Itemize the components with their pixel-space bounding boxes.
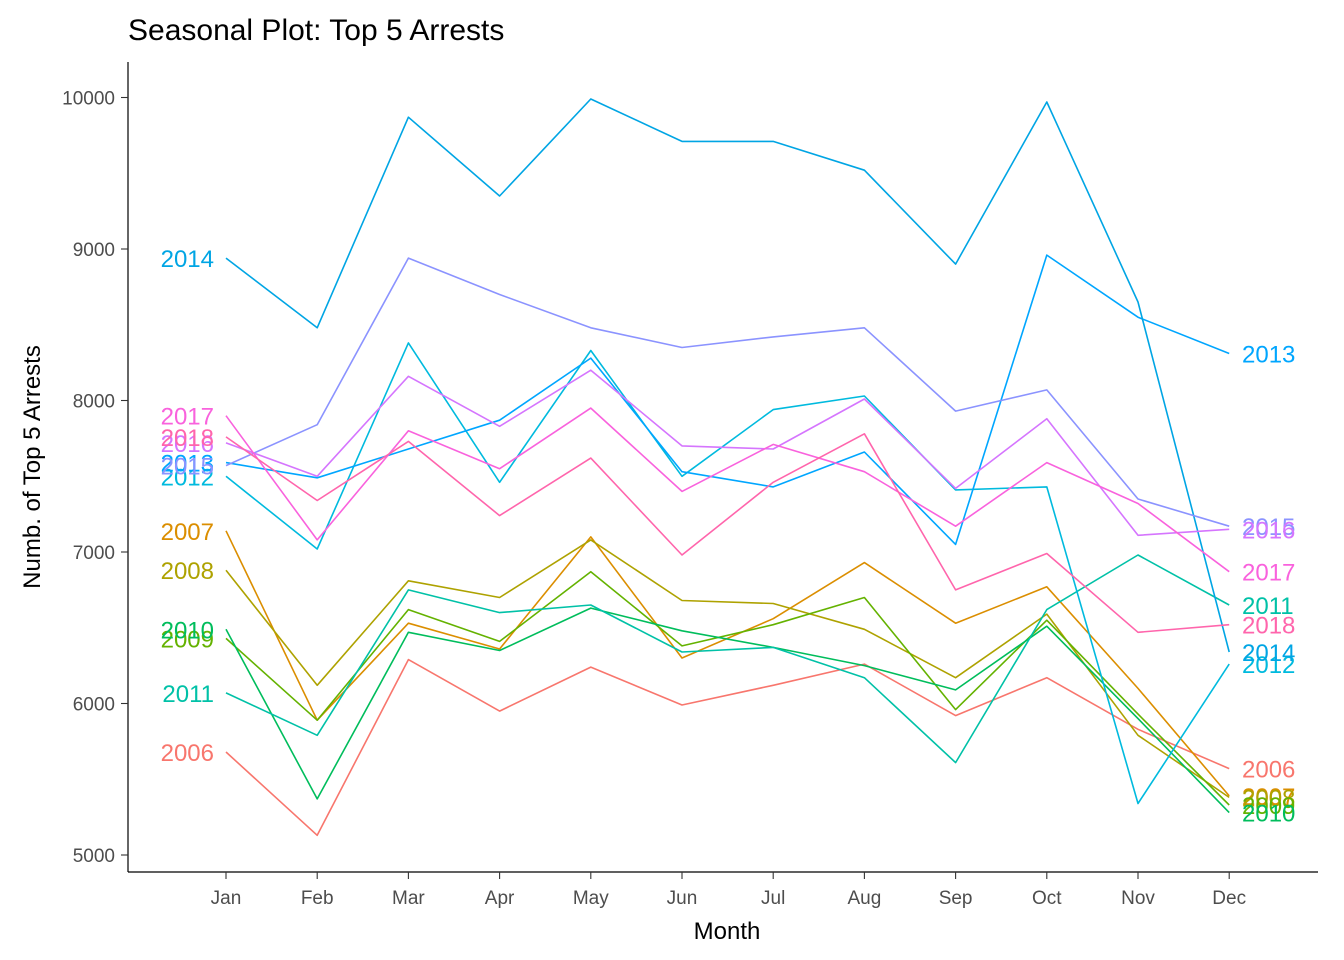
series-label-start: 2018 (161, 425, 214, 452)
y-tick-label: 7000 (73, 543, 115, 564)
series-line-2008 (225, 539, 1230, 799)
series-line-2018 (225, 432, 1230, 634)
x-tick-label: Oct (1032, 888, 1062, 909)
series-label-start: 2009 (161, 626, 214, 653)
series-line-2014 (225, 98, 1230, 653)
series-line-2015 (225, 257, 1230, 527)
x-tick-label: May (573, 888, 609, 909)
series-line-2009 (225, 570, 1230, 806)
series-label-start: 2011 (162, 681, 214, 708)
x-tick-label: Aug (847, 888, 881, 909)
series-label-start: 2012 (161, 464, 214, 491)
x-tick-label: Jul (761, 888, 785, 909)
chart-title: Seasonal Plot: Top 5 Arrests (128, 14, 504, 47)
x-axis-title: Month (694, 918, 761, 945)
series-label-end: 2013 (1242, 342, 1295, 369)
y-tick-label: 9000 (73, 240, 115, 261)
x-tick-label: Jun (667, 888, 698, 909)
series-line-2010 (225, 607, 1230, 814)
series-line-2017 (225, 407, 1230, 573)
x-tick-label: Mar (392, 888, 425, 909)
series-label-start: 2013 (161, 451, 214, 478)
y-tick-label: 5000 (73, 846, 115, 867)
x-tick-label: Feb (301, 888, 334, 909)
series-label-start: 2017 (161, 404, 214, 431)
series-label-end: 2008 (1242, 785, 1295, 812)
series-line-2012 (225, 342, 1230, 805)
series-line-2011 (225, 554, 1230, 764)
series-label-start: 2007 (161, 519, 214, 546)
y-tick-label: 6000 (73, 695, 115, 716)
y-tick-label: 8000 (73, 392, 115, 413)
series-line-2013 (225, 254, 1230, 546)
series-label-end: 2015 (1242, 514, 1295, 541)
y-axis: 5000 6000 7000 8000 9000 10000 (62, 62, 129, 872)
x-axis: Jan Feb Mar Apr May Jun Jul Aug Sep Oct Nov Dec (128, 871, 1318, 909)
series-line-2006 (225, 658, 1230, 837)
series-label-end: 2018 (1242, 613, 1295, 640)
series-label-end: 2007 (1242, 784, 1295, 811)
series-label-end: 2011 (1242, 593, 1294, 620)
series-lines (225, 98, 1230, 837)
series-label-end: 2014 (1242, 640, 1295, 667)
series-label-end: 2009 (1242, 793, 1295, 820)
series-label-end: 2006 (1242, 757, 1295, 784)
x-tick-label: Nov (1121, 888, 1155, 909)
y-axis-title: Numb. of Top 5 Arrests (19, 345, 46, 589)
series-label-start: 2006 (161, 740, 214, 767)
y-tick-label: 10000 (62, 89, 115, 110)
series-label-end: 2016 (1242, 517, 1295, 544)
series-label-end: 2010 (1242, 801, 1295, 828)
x-tick-label: Dec (1212, 888, 1246, 909)
series-label-end: 2012 (1242, 652, 1295, 679)
series-line-2007 (225, 530, 1230, 797)
series-label-start: 2014 (161, 246, 214, 273)
x-tick-label: Sep (939, 888, 973, 909)
series-label-start: 2008 (161, 558, 214, 585)
series-label-start: 2016 (161, 431, 214, 458)
x-tick-label: Apr (485, 888, 515, 909)
series-label-start: 2015 (161, 454, 214, 481)
x-tick-label: Jan (211, 888, 242, 909)
series-label-end: 2017 (1242, 560, 1295, 587)
series-label-start: 2010 (161, 617, 214, 644)
series-line-2016 (225, 369, 1230, 537)
